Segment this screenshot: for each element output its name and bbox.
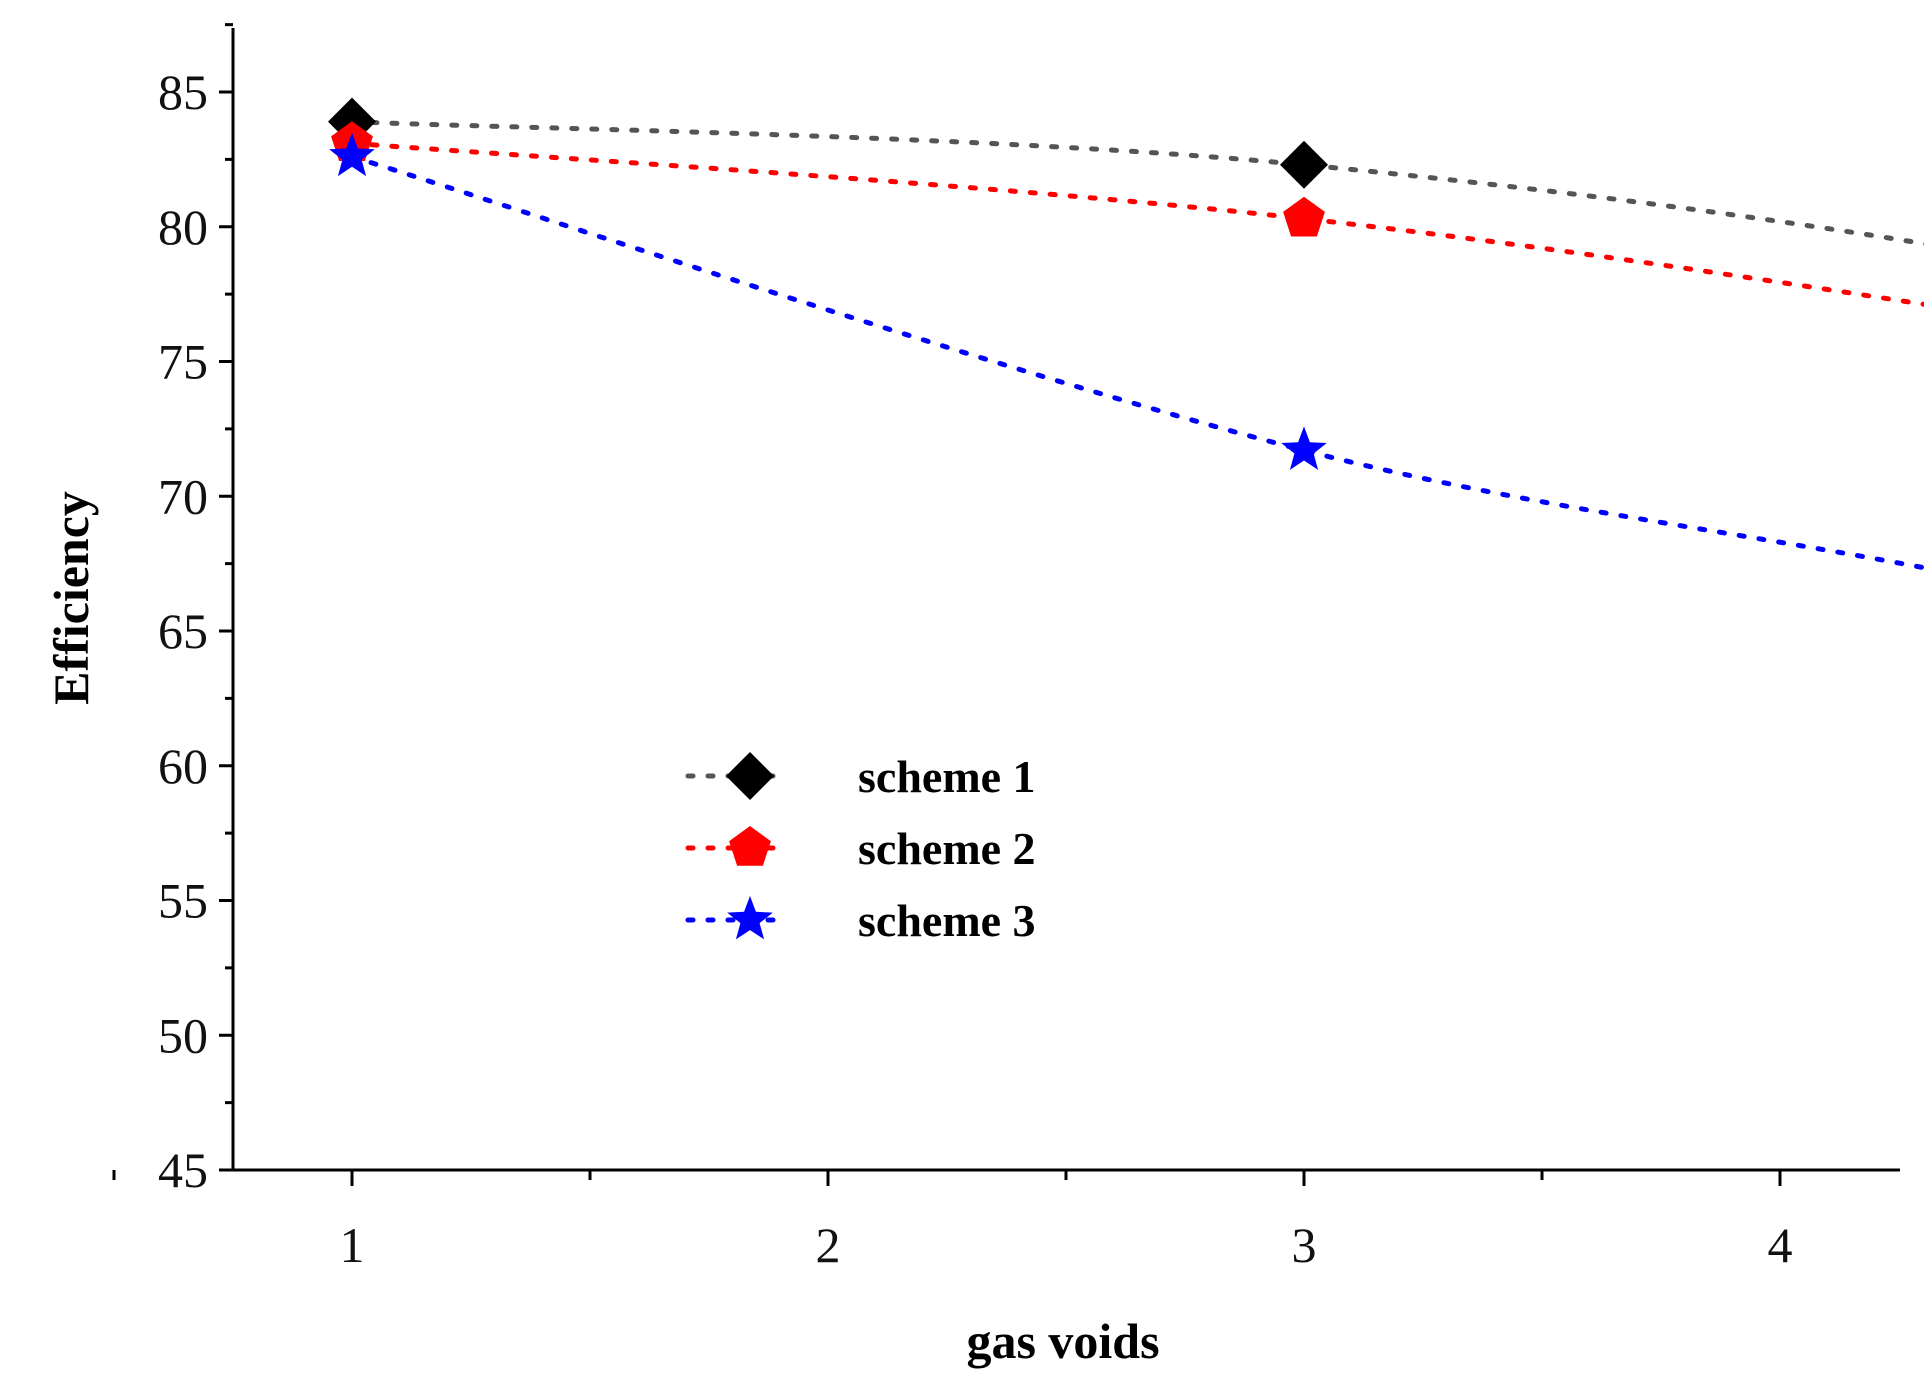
y-tick-label: 45 [158, 1142, 208, 1198]
y-tick-label: 85 [158, 64, 208, 120]
legend-marker-2 [729, 826, 771, 866]
data-point-s1 [1280, 140, 1328, 189]
data-point-s3 [329, 132, 375, 177]
legend-label-2: scheme 2 [858, 823, 1036, 874]
y-tick-label: 55 [158, 873, 208, 929]
series-markers [328, 97, 1328, 470]
y-tick-label: 50 [158, 1007, 208, 1063]
legend-label-3: scheme 3 [858, 895, 1036, 946]
series-line-3 [349, 154, 1924, 571]
x-axis-title: gas voids [966, 1313, 1159, 1369]
y-tick-label: 80 [158, 199, 208, 255]
data-point-s3 [1281, 426, 1327, 470]
legend: scheme 1 scheme 2 scheme 3 [685, 751, 1036, 946]
series-lines [349, 119, 1924, 571]
legend-label-1: scheme 1 [858, 751, 1036, 802]
series-line-1 [349, 119, 1924, 247]
y-tick-label: 60 [158, 738, 208, 794]
data-point-s2 [1283, 196, 1325, 237]
legend-marker-1 [726, 752, 774, 800]
ticks: 4550556065707580851234567 [112, 23, 1793, 1273]
y-tick-label: 75 [158, 334, 208, 390]
legend-marker-3 [727, 896, 773, 940]
x-tick-label: 4 [1768, 1217, 1793, 1273]
axes [231, 28, 1900, 1172]
y-tick-label: 65 [158, 603, 208, 659]
x-tick-label: 3 [1292, 1217, 1317, 1273]
y-axis-title: Efficiency [43, 491, 99, 705]
x-tick-label: 2 [816, 1217, 841, 1273]
x-tick-label: 1 [340, 1217, 365, 1273]
y-tick-label: 70 [158, 468, 208, 524]
series-line-2 [349, 140, 1924, 307]
